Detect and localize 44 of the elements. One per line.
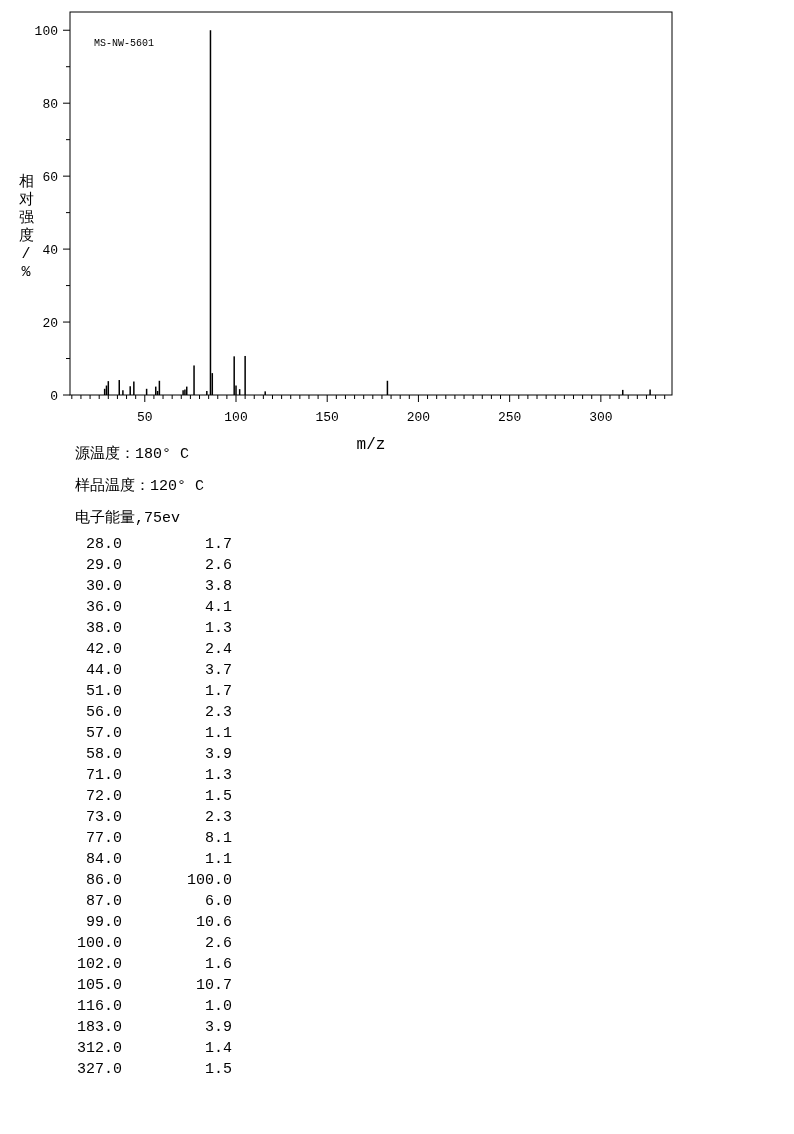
y-axis-title: 相对强度/% xyxy=(18,173,34,281)
text: 42.0 2.4 xyxy=(85,641,232,658)
text: 36.0 4.1 xyxy=(85,599,232,616)
y-tick-label: 20 xyxy=(42,316,58,332)
y-tick-label: 80 xyxy=(42,97,58,113)
text: 73.0 2.3 xyxy=(85,809,232,826)
annotation: MS-NW-5601 xyxy=(94,38,155,49)
x-tick-label: 50 xyxy=(136,410,153,425)
text: 样品温度：120° C xyxy=(75,477,205,495)
y-tick-label: 100 xyxy=(34,24,58,40)
text: 77.0 8.1 xyxy=(85,830,232,847)
x-tick-label: 250 xyxy=(497,410,522,425)
text: 源温度：180° C xyxy=(75,445,190,463)
text: 102.0 1.6 xyxy=(76,956,232,973)
text: 51.0 1.7 xyxy=(85,683,232,700)
y-tick-label: 0 xyxy=(50,389,58,404)
text: 71.0 1.3 xyxy=(85,767,232,784)
text: 327.0 1.5 xyxy=(76,1061,232,1078)
x-tick-label: 300 xyxy=(589,410,613,425)
text: 56.0 2.3 xyxy=(85,704,232,721)
text: 44.0 3.7 xyxy=(85,662,232,679)
x-tick-label: 150 xyxy=(315,410,339,425)
y-tick-label: 60 xyxy=(42,170,58,186)
text: 86.0 100.0 xyxy=(85,872,232,889)
text: 57.0 1.1 xyxy=(85,725,232,742)
x-axis-title: m/z xyxy=(356,436,386,454)
text: 312.0 1.4 xyxy=(76,1040,232,1057)
text: 87.0 6.0 xyxy=(85,893,232,910)
text: 电子能量,75ev xyxy=(75,509,181,527)
text: 99.0 10.6 xyxy=(85,914,232,931)
text: 29.0 2.6 xyxy=(85,557,232,574)
text: 58.0 3.9 xyxy=(85,746,232,763)
text: 116.0 1.0 xyxy=(76,998,232,1015)
y-tick-label: 40 xyxy=(42,243,58,259)
text: 72.0 1.5 xyxy=(85,788,232,805)
text: 84.0 1.1 xyxy=(85,851,232,868)
x-tick-label: 100 xyxy=(224,410,248,425)
text: 38.0 1.3 xyxy=(85,620,232,637)
text: 100.0 2.6 xyxy=(76,935,232,952)
text: 30.0 3.8 xyxy=(85,578,232,595)
text: 183.0 3.9 xyxy=(76,1019,232,1036)
x-tick-label: 200 xyxy=(406,410,431,425)
text: 105.0 10.7 xyxy=(76,977,232,994)
text: 28.0 1.7 xyxy=(85,536,232,553)
